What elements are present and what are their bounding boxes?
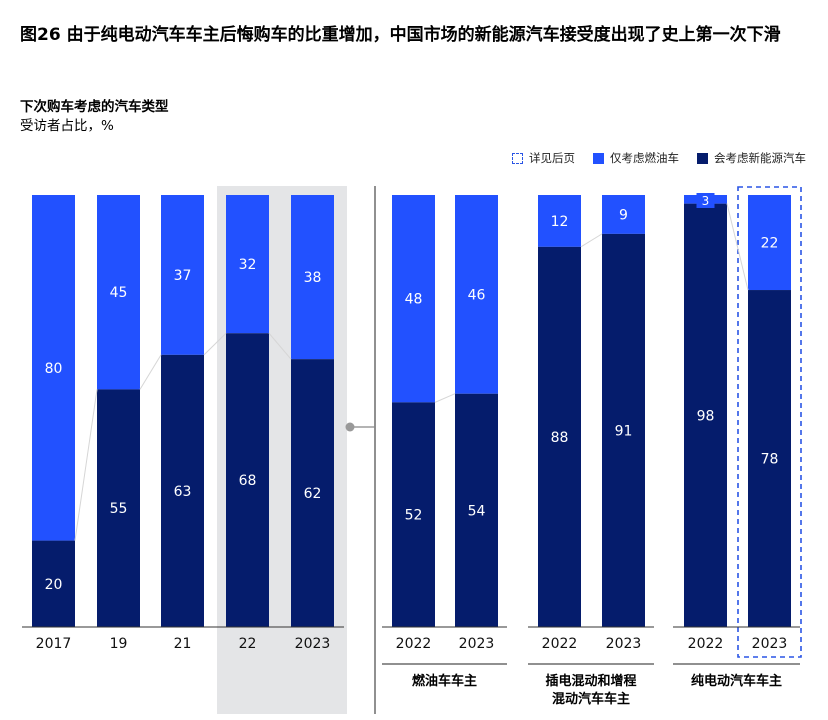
bar-ice-only xyxy=(538,195,581,247)
value-label-ice-only: 12 xyxy=(551,214,569,230)
bar-new-energy xyxy=(291,359,334,627)
x-tick-label: 2022 xyxy=(396,636,432,652)
x-tick-label: 2023 xyxy=(295,636,331,652)
x-tick-label: 2017 xyxy=(36,636,72,652)
value-label-ice-only: 46 xyxy=(468,287,486,303)
chart-title: 图26 由于纯电动汽车车主后悔购车的比重增加，中国市场的新能源汽车接受度出现了史… xyxy=(20,25,781,45)
value-label-new-energy: 55 xyxy=(110,501,128,517)
trend-connector xyxy=(434,393,456,403)
trend-connector xyxy=(203,332,227,356)
bar-ice-only xyxy=(32,195,75,541)
legend-swatch-ice-only xyxy=(593,152,604,164)
value-label-ice-only: 38 xyxy=(304,270,322,286)
bar-ice-only xyxy=(226,195,269,334)
legend-swatch-new-energy xyxy=(697,152,708,164)
legend-label-ice-only: 仅考虑燃油车 xyxy=(610,151,679,165)
bar-ice-only xyxy=(748,195,791,291)
group-label: 混动汽车车主 xyxy=(552,691,630,707)
legend-label-see-next-page: 详见后页 xyxy=(529,151,575,165)
trend-connector xyxy=(580,233,603,248)
value-label-ice-only: 9 xyxy=(619,207,628,223)
x-tick-label: 2023 xyxy=(752,636,788,652)
legend-item-ice-only: 仅考虑燃油车 xyxy=(593,150,679,166)
bar-new-energy xyxy=(392,402,435,627)
value-label-new-energy: 68 xyxy=(239,473,257,489)
group-label: 插电混动和增程 xyxy=(545,673,636,689)
chart-subtitle: 下次购车考虑的汽车类型 xyxy=(20,99,169,115)
value-label-new-energy: 20 xyxy=(45,577,63,593)
bar-new-energy xyxy=(684,203,727,627)
value-label-ice-only: 37 xyxy=(174,268,192,284)
group-label: 燃油车车主 xyxy=(412,673,477,689)
value-label-bg xyxy=(696,193,715,208)
bar-new-energy xyxy=(161,354,204,627)
bar-new-energy xyxy=(226,333,269,627)
bar-ice-only xyxy=(97,195,140,390)
value-label-ice-only: 3 xyxy=(702,194,710,208)
value-label-new-energy: 78 xyxy=(761,452,779,468)
bar-ice-only xyxy=(392,195,435,403)
legend-label-new-energy: 会考虑新能源汽车 xyxy=(714,151,806,165)
value-label-ice-only: 80 xyxy=(45,361,63,377)
x-tick-label: 22 xyxy=(239,636,257,652)
bar-new-energy xyxy=(97,389,140,627)
bar-ice-only xyxy=(455,195,498,394)
x-tick-label: 2022 xyxy=(542,636,578,652)
legend: 详见后页 仅考虑燃油车 会考虑新能源汽车 xyxy=(494,150,806,166)
bar-new-energy xyxy=(32,540,75,627)
value-label-new-energy: 88 xyxy=(551,430,569,446)
value-label-new-energy: 62 xyxy=(304,486,322,502)
value-label-ice-only: 45 xyxy=(110,285,128,301)
dashed-highlight-box xyxy=(737,186,802,658)
value-label-ice-only: 48 xyxy=(405,292,423,308)
bar-new-energy xyxy=(455,393,498,627)
bar-new-energy xyxy=(748,290,791,627)
bar-ice-only xyxy=(602,195,645,234)
trend-connector xyxy=(726,203,749,291)
group-label: 纯电动汽车车主 xyxy=(691,673,782,689)
legend-item-new-energy: 会考虑新能源汽车 xyxy=(697,150,806,166)
legend-swatch-dashed xyxy=(512,152,523,164)
value-label-new-energy: 98 xyxy=(697,408,715,424)
value-label-new-energy: 54 xyxy=(468,503,486,519)
bar-ice-only xyxy=(161,195,204,355)
legend-item-see-next-page: 详见后页 xyxy=(512,150,575,166)
value-label-new-energy: 91 xyxy=(615,423,633,439)
x-tick-label: 2022 xyxy=(688,636,724,652)
x-tick-label: 2023 xyxy=(459,636,495,652)
bar-new-energy xyxy=(602,233,645,627)
value-label-ice-only: 32 xyxy=(239,257,257,273)
bar-new-energy xyxy=(538,246,581,627)
value-label-new-energy: 63 xyxy=(174,484,192,500)
trend-connector xyxy=(268,332,292,360)
unit-label: 受访者占比，% xyxy=(20,118,114,134)
connector-dot xyxy=(345,422,355,432)
trend-connector xyxy=(139,354,162,390)
x-tick-label: 2023 xyxy=(606,636,642,652)
value-label-ice-only: 22 xyxy=(761,236,779,252)
x-tick-label: 19 xyxy=(110,636,128,652)
trend-connector xyxy=(74,389,98,541)
bar-ice-only xyxy=(291,195,334,360)
x-tick-label: 21 xyxy=(174,636,192,652)
value-label-new-energy: 52 xyxy=(405,508,423,524)
